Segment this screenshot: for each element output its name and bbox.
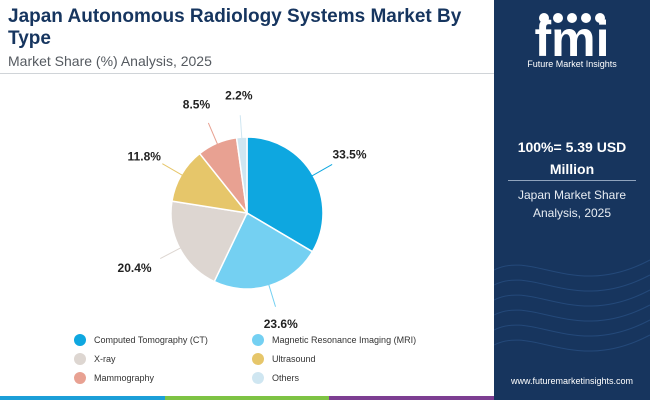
data-label-1: 33.5%	[332, 148, 366, 162]
legend-label-4: Ultrasound	[272, 353, 316, 364]
legend-item-1: Computed Tomography (CT)	[74, 333, 252, 346]
legend-item-3: X-ray	[74, 352, 252, 365]
legend-swatch-6	[252, 371, 264, 384]
logo-tagline: Future Market Insights	[527, 59, 617, 69]
data-label-6: 2.2%	[225, 88, 253, 102]
chart-legend: Computed Tomography (CT) Magnetic Resonan…	[74, 333, 454, 384]
legend-label-1: Computed Tomography (CT)	[94, 334, 208, 345]
data-label-5: 8.5%	[183, 98, 211, 112]
legend-swatch-5	[74, 371, 86, 384]
data-label-4: 11.8%	[128, 150, 162, 164]
decorative-wave-pattern	[494, 259, 650, 352]
chart-subtitle: Market Share (%) Analysis, 2025	[8, 53, 212, 69]
leader-line-1	[311, 164, 333, 177]
market-total: 100%= 5.39 USD Million	[517, 139, 627, 177]
leader-line-2	[268, 283, 276, 307]
summary-panel: fmi Future Market Insights 100%= 5.39 US…	[494, 0, 650, 400]
website-link[interactable]: www.futuremarketinsights.com	[510, 376, 634, 386]
leader-line-5	[207, 122, 219, 146]
legend-label-3: X-ray	[94, 353, 116, 364]
legend-item-2: Magnetic Resonance Imaging (MRI)	[252, 333, 452, 346]
bottom-bar-segment-green	[164, 396, 330, 400]
leader-line-6	[239, 115, 243, 140]
legend-swatch-2	[252, 333, 264, 346]
legend-item-4: Ultrasound	[252, 352, 452, 365]
legend-swatch-4	[252, 352, 264, 365]
legend-swatch-1	[74, 333, 86, 346]
chart-title: Japan Autonomous Radiology Systems Marke…	[8, 6, 462, 49]
legend-item-5: Mammography	[74, 371, 252, 384]
leader-line-4	[162, 163, 184, 177]
bottom-bar-segment-blue	[0, 396, 165, 400]
data-label-3: 20.4%	[118, 261, 152, 275]
legend-label-6: Others	[272, 372, 300, 383]
legend-label-5: Mammography	[94, 372, 155, 383]
market-label: Japan Market Share Analysis, 2025	[517, 188, 627, 220]
bottom-color-bar	[0, 396, 495, 400]
legend-label-2: Magnetic Resonance Imaging (MRI)	[272, 334, 417, 345]
header-divider	[0, 73, 494, 74]
legend-item-6: Others	[252, 371, 452, 384]
data-label-2: 23.6%	[264, 317, 298, 331]
bottom-bar-segment-purple	[329, 396, 495, 400]
fmi-logo: fmi	[535, 11, 610, 67]
legend-swatch-3	[74, 352, 86, 365]
pie-chart: 33.5% 23.6% 20.4% 11.8% 8.5% 2.2%	[118, 88, 367, 331]
panel-divider	[508, 180, 636, 181]
leader-line-3	[160, 246, 182, 260]
